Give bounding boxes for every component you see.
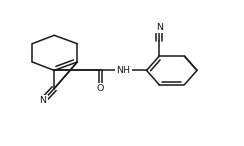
Text: N: N — [39, 97, 46, 105]
Text: O: O — [97, 84, 104, 93]
Text: N: N — [156, 23, 163, 32]
Text: NH: NH — [116, 66, 131, 75]
